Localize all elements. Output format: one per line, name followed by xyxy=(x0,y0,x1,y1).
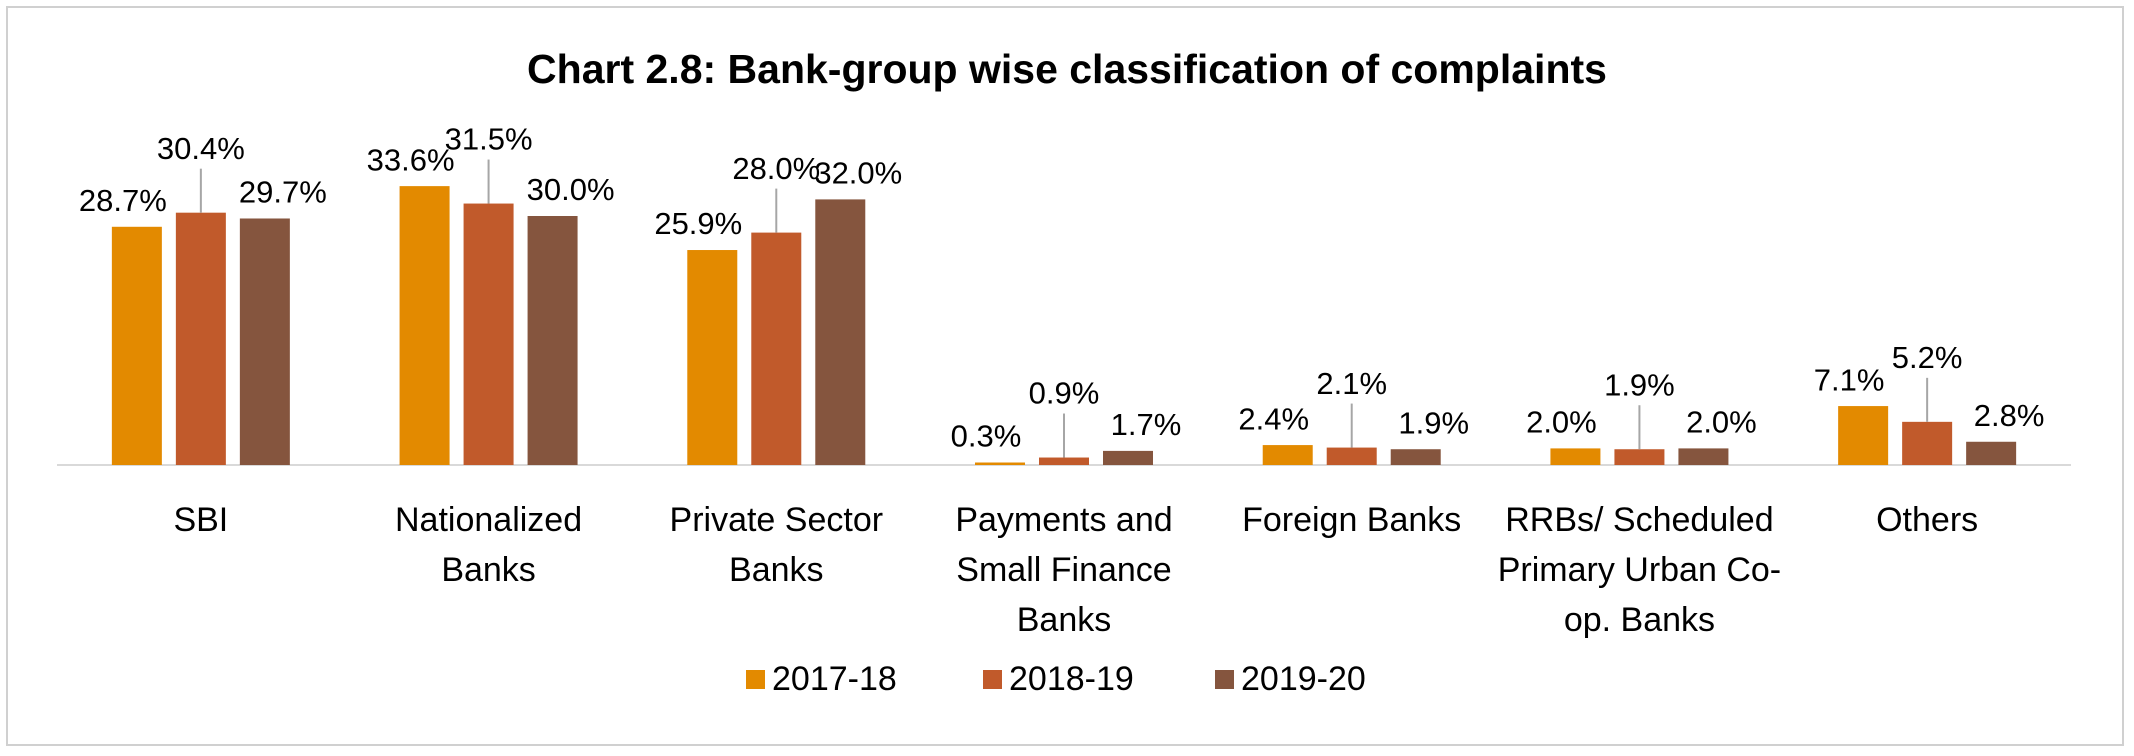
legend-label: 2019-20 xyxy=(1241,660,1366,698)
x-tick-label: Nationalized Banks xyxy=(395,501,583,589)
x-tick-label: Payments and Small Finance Banks xyxy=(955,501,1173,639)
bar xyxy=(1614,449,1665,465)
bar xyxy=(399,186,450,465)
value-label: 2.4% xyxy=(1238,401,1309,436)
bar xyxy=(1103,450,1153,465)
bar xyxy=(1039,457,1089,465)
value-label: 28.0% xyxy=(732,151,820,186)
bar xyxy=(111,226,162,465)
x-tick-label: SBI xyxy=(173,501,229,539)
value-label: 0.3% xyxy=(951,419,1022,454)
value-label: 1.7% xyxy=(1111,407,1182,442)
value-label: 25.9% xyxy=(654,206,742,241)
bar xyxy=(751,232,802,465)
value-label: 29.7% xyxy=(239,175,327,210)
bar xyxy=(175,212,226,465)
bar xyxy=(239,218,290,465)
value-label: 2.0% xyxy=(1686,405,1757,440)
value-label: 30.0% xyxy=(527,172,615,207)
legend-swatch xyxy=(983,670,1002,689)
chart-border xyxy=(6,6,2124,746)
bar xyxy=(1326,447,1377,465)
value-label: 1.9% xyxy=(1604,367,1675,402)
bar xyxy=(687,250,738,465)
bar xyxy=(463,203,514,466)
bar xyxy=(527,216,578,465)
value-label: 1.9% xyxy=(1398,405,1469,440)
value-label: 32.0% xyxy=(814,156,902,191)
x-tick-label: Foreign Banks xyxy=(1242,501,1462,539)
bar xyxy=(1262,445,1313,465)
bar xyxy=(815,199,866,465)
chart-title: Chart 2.8: Bank-group wise classificatio… xyxy=(527,46,1607,92)
bar xyxy=(1678,448,1729,465)
value-label: 5.2% xyxy=(1892,340,1963,375)
x-tick-label: Private Sector Banks xyxy=(669,501,884,589)
value-label: 28.7% xyxy=(79,183,167,218)
x-tick-label: Others xyxy=(1876,501,1979,539)
value-label: 31.5% xyxy=(445,122,533,157)
bar xyxy=(1550,448,1601,465)
value-label: 2.0% xyxy=(1526,405,1597,440)
legend-label: 2018-19 xyxy=(1009,660,1134,698)
legend-swatch xyxy=(746,670,765,689)
value-label: 30.4% xyxy=(157,131,245,166)
bar xyxy=(975,462,1025,465)
bar xyxy=(1902,421,1953,465)
bar xyxy=(1966,441,2017,465)
bar xyxy=(1390,449,1441,465)
legend-swatch xyxy=(1215,670,1234,689)
legend-label: 2017-18 xyxy=(772,660,897,698)
value-label: 2.8% xyxy=(1974,398,2045,433)
value-label: 33.6% xyxy=(367,142,455,177)
bar xyxy=(1838,406,1889,465)
x-tick-label: RRBs/ Scheduled Primary Urban Co-op. Ban… xyxy=(1497,501,1782,639)
value-label: 2.1% xyxy=(1316,366,1387,401)
value-label: 0.9% xyxy=(1029,376,1100,411)
value-label: 7.1% xyxy=(1814,362,1885,397)
